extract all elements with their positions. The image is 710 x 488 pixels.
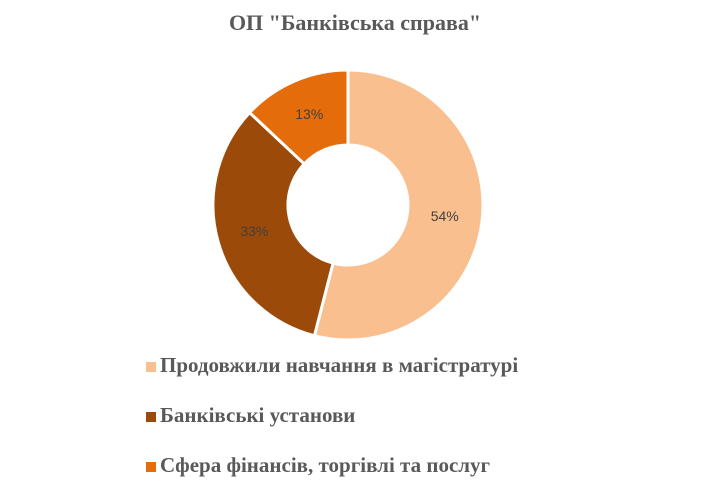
data-label: 33% [240,223,268,239]
doughnut-segment [247,68,350,167]
legend-label: Сфера фінансів, торгівлі та послуг [160,453,490,477]
doughnut-segment [211,110,335,338]
legend-swatch [146,362,156,372]
legend-label: Банківські установи [160,403,355,427]
data-label: 13% [295,106,323,122]
legend-swatch [146,462,156,472]
doughnut-segment [312,68,485,342]
chart-title: ОП "Банківська справа" [229,10,481,35]
data-label: 54% [431,208,459,224]
legend-swatch [146,412,156,422]
legend-label: Продовжили навчання в магістратурі [160,353,518,377]
